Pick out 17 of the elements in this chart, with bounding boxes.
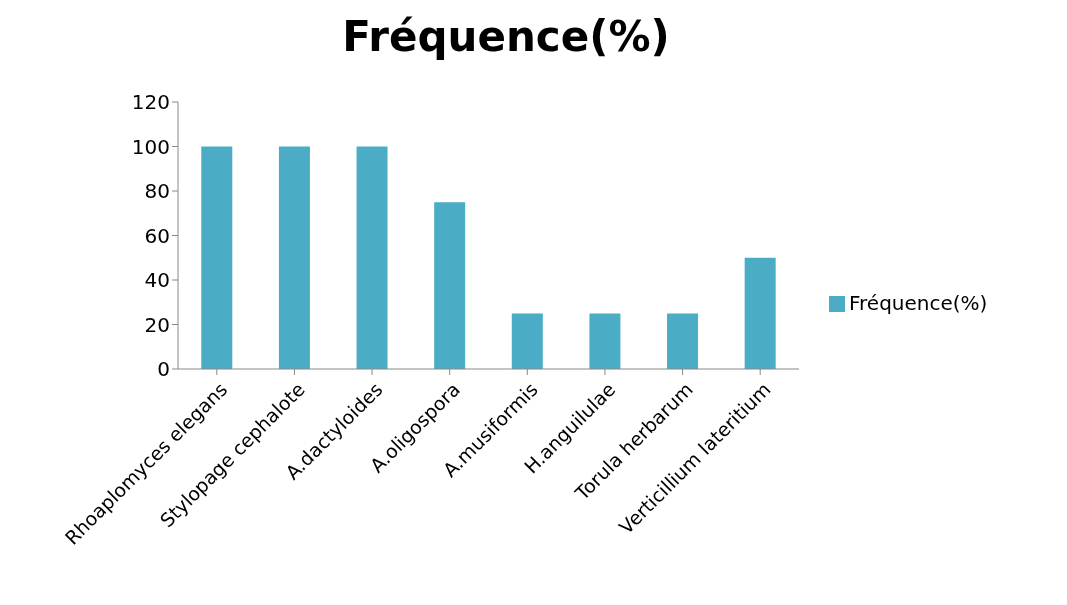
y-tick-label: 40 [144,268,170,293]
bar [667,313,699,369]
y-tick-label: 20 [144,312,170,337]
bar [744,257,776,369]
y-tick-label: 60 [144,223,170,248]
y-tick-label: 80 [144,179,170,204]
y-tick-label: 0 [157,357,170,382]
bar [589,313,621,369]
bar [511,313,543,369]
bar [278,146,310,369]
y-tick-label: 120 [131,90,170,115]
bar [201,146,233,369]
bar [434,202,466,369]
bar [356,146,388,369]
chart-title: Fréquence(%) [341,12,671,61]
y-tick-label: 100 [131,134,170,159]
legend-label: Fréquence(%) [849,290,988,315]
